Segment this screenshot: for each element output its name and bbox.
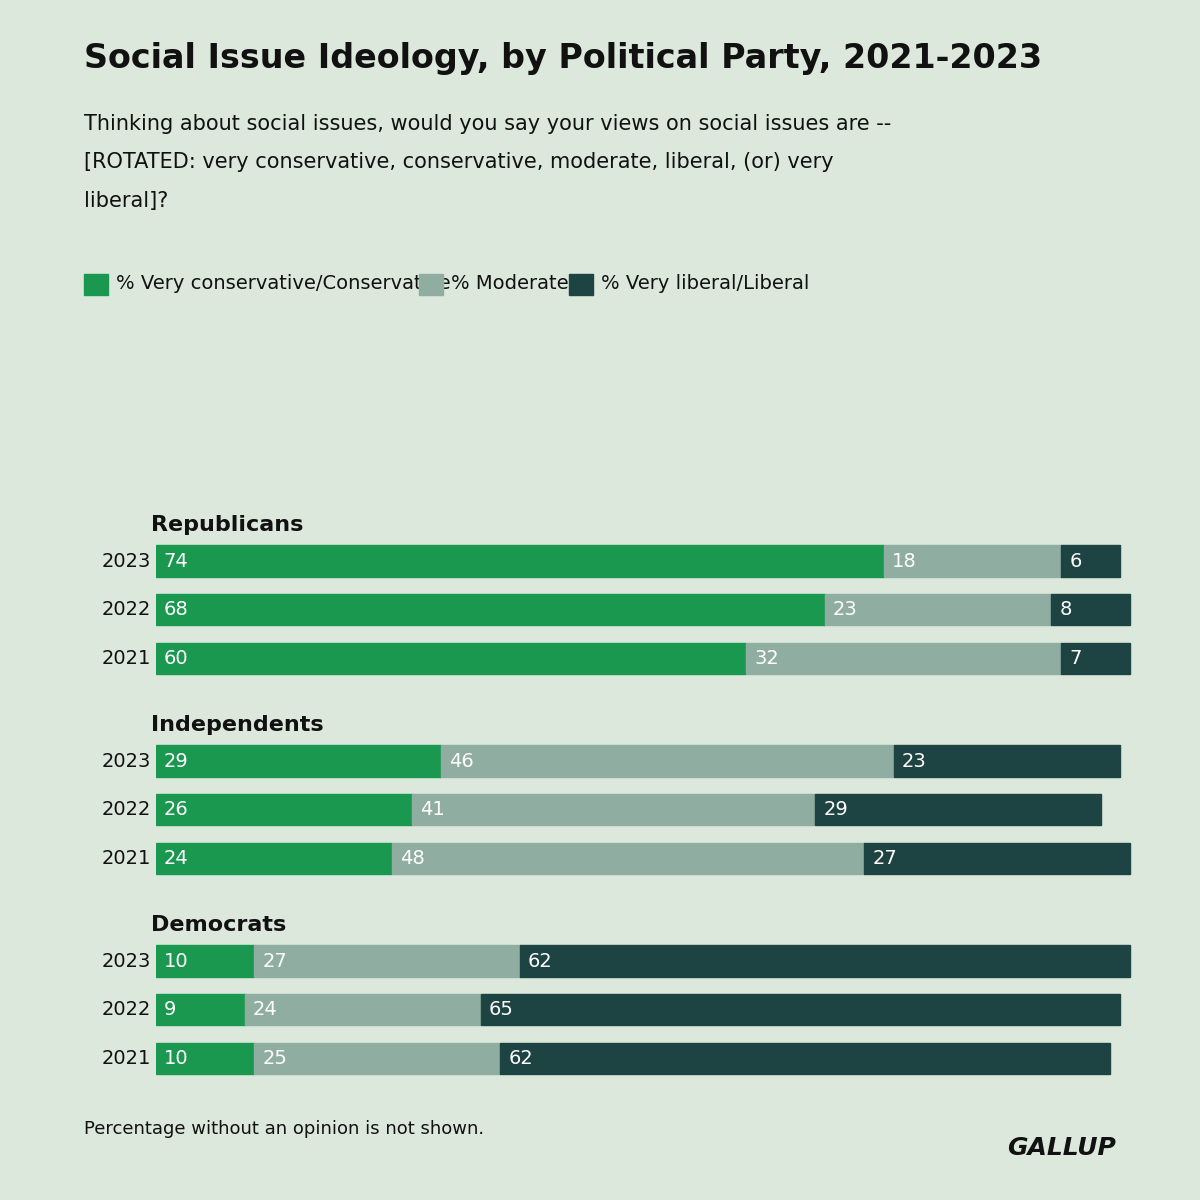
Text: 62: 62 <box>509 1049 533 1068</box>
Bar <box>442 745 894 776</box>
Text: 25: 25 <box>263 1049 287 1068</box>
Bar <box>156 1043 254 1074</box>
Text: Social Issue Ideology, by Political Party, 2021-2023: Social Issue Ideology, by Political Part… <box>84 42 1042 74</box>
Text: Independents: Independents <box>151 715 324 736</box>
Text: 29: 29 <box>823 800 848 820</box>
Text: 18: 18 <box>892 552 917 571</box>
Bar <box>156 794 412 826</box>
Bar <box>156 594 826 625</box>
Bar <box>864 842 1130 874</box>
Bar <box>500 1043 1110 1074</box>
Text: 10: 10 <box>164 1049 188 1068</box>
Text: 60: 60 <box>164 649 188 667</box>
Bar <box>156 994 245 1026</box>
Text: 74: 74 <box>164 552 188 571</box>
Text: Republicans: Republicans <box>151 515 304 535</box>
Text: 9: 9 <box>164 1001 176 1019</box>
Text: 68: 68 <box>164 600 188 619</box>
Text: GALLUP: GALLUP <box>1007 1136 1116 1160</box>
Bar <box>392 842 864 874</box>
Text: Thinking about social issues, would you say your views on social issues are --: Thinking about social issues, would you … <box>84 114 892 134</box>
Text: 2023: 2023 <box>102 952 151 971</box>
Text: % Very conservative/Conservative: % Very conservative/Conservative <box>116 274 451 293</box>
Text: 26: 26 <box>164 800 188 820</box>
Text: % Very liberal/Liberal: % Very liberal/Liberal <box>601 274 810 293</box>
Bar <box>1061 546 1121 577</box>
Bar <box>156 546 884 577</box>
Text: 48: 48 <box>400 848 425 868</box>
Text: 2023: 2023 <box>102 552 151 571</box>
Text: 2021: 2021 <box>102 1049 151 1068</box>
Text: 2021: 2021 <box>102 848 151 868</box>
Text: 2022: 2022 <box>102 600 151 619</box>
Bar <box>1061 642 1130 674</box>
Text: % Moderate: % Moderate <box>451 274 569 293</box>
Bar <box>245 994 481 1026</box>
Bar <box>815 794 1100 826</box>
Bar <box>520 946 1130 977</box>
Bar <box>156 642 746 674</box>
Text: 32: 32 <box>755 649 779 667</box>
Text: 24: 24 <box>252 1001 277 1019</box>
Bar <box>412 794 815 826</box>
Bar <box>481 994 1121 1026</box>
Text: 62: 62 <box>528 952 553 971</box>
Text: 6: 6 <box>1069 552 1081 571</box>
Bar <box>156 842 392 874</box>
Text: 27: 27 <box>872 848 898 868</box>
Text: 2021: 2021 <box>102 649 151 667</box>
Text: Percentage without an opinion is not shown.: Percentage without an opinion is not sho… <box>84 1120 484 1138</box>
Text: 8: 8 <box>1060 600 1072 619</box>
Text: 24: 24 <box>164 848 188 868</box>
Text: 41: 41 <box>420 800 444 820</box>
Text: [ROTATED: very conservative, conservative, moderate, liberal, (or) very: [ROTATED: very conservative, conservativ… <box>84 152 834 173</box>
Text: liberal]?: liberal]? <box>84 191 168 211</box>
Bar <box>1051 594 1130 625</box>
Bar <box>156 946 254 977</box>
Bar <box>894 745 1121 776</box>
Bar <box>254 946 520 977</box>
Bar <box>746 642 1061 674</box>
Text: 65: 65 <box>488 1001 514 1019</box>
Bar <box>254 1043 500 1074</box>
Text: 23: 23 <box>833 600 858 619</box>
Text: Democrats: Democrats <box>151 916 287 935</box>
Bar <box>884 546 1061 577</box>
Text: 2022: 2022 <box>102 1001 151 1019</box>
Text: 27: 27 <box>263 952 287 971</box>
Bar <box>826 594 1051 625</box>
Text: 10: 10 <box>164 952 188 971</box>
Text: 2022: 2022 <box>102 800 151 820</box>
Bar <box>156 745 442 776</box>
Text: 29: 29 <box>164 751 188 770</box>
Text: 23: 23 <box>902 751 926 770</box>
Text: 7: 7 <box>1069 649 1081 667</box>
Text: 46: 46 <box>449 751 474 770</box>
Text: 2023: 2023 <box>102 751 151 770</box>
